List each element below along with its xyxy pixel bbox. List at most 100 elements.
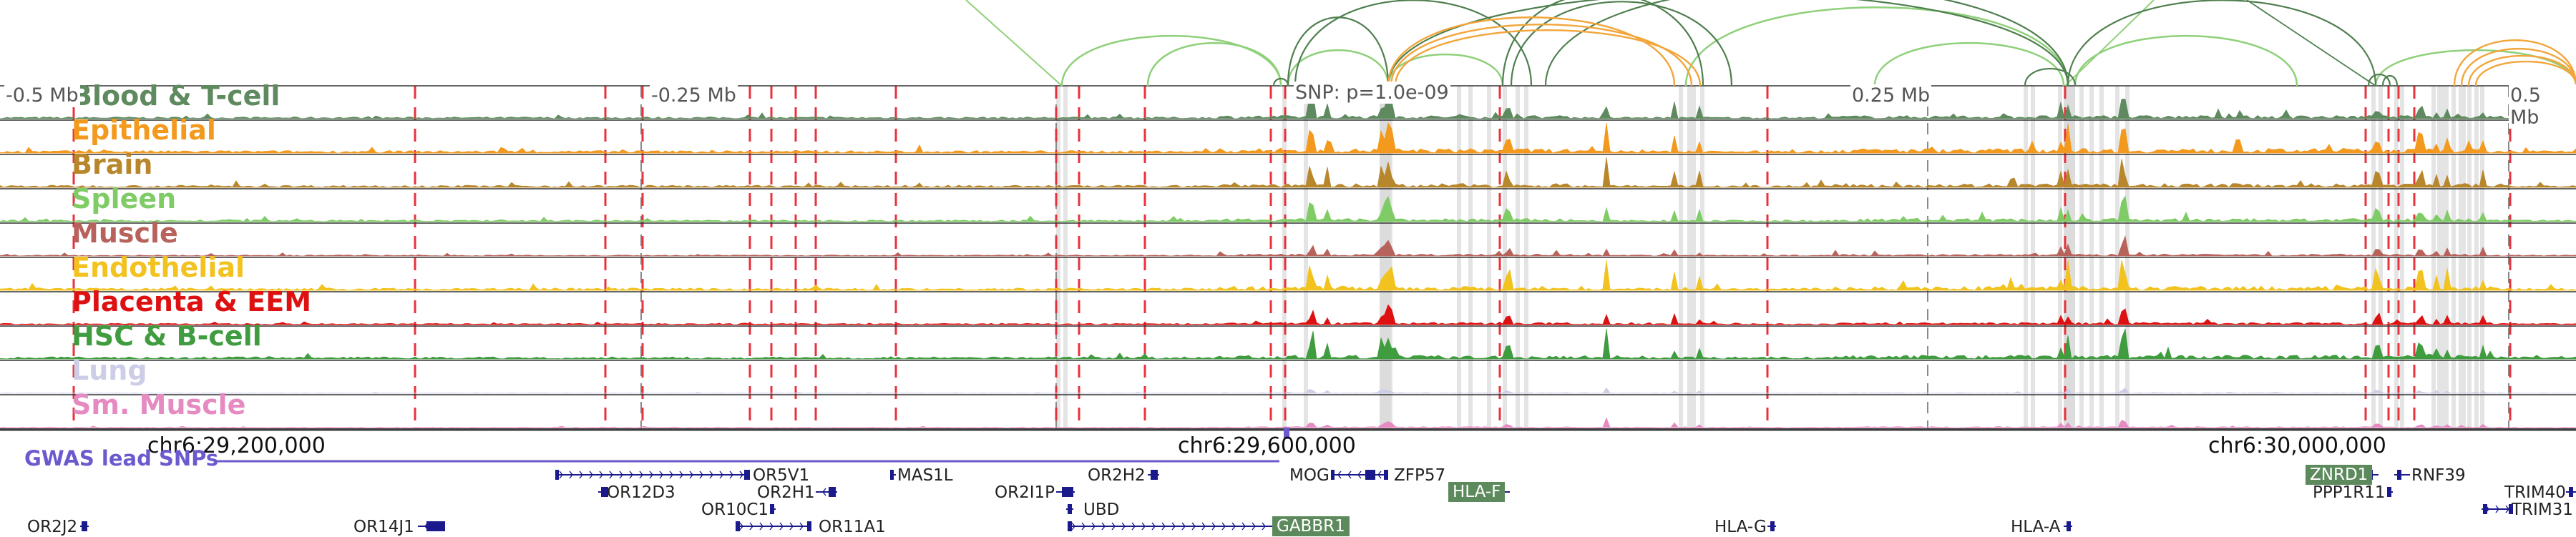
gene-label: RNF39 [2411, 466, 2466, 485]
gene-or11a1-strand-arrow [779, 522, 784, 531]
gene-or5v1-strand-arrow [559, 471, 563, 479]
gene-mas1l-exon [890, 470, 894, 480]
gene-or5v1-exon [744, 470, 750, 480]
interaction-loop [1501, 0, 1704, 87]
coordinate-label: chr6:30,000,000 [2208, 433, 2386, 458]
interaction-loop [1390, 24, 1693, 87]
signal-track [0, 387, 2576, 394]
gene-hla-a-exon [2067, 521, 2071, 531]
gene-rnf39-exon [2397, 470, 2401, 480]
gene-label: ZNRD1 [2306, 465, 2373, 485]
track-label: Epithelial [72, 114, 216, 146]
signal-track [0, 195, 2576, 222]
gene-mog-zfp57-strand-arrow [1357, 471, 1362, 479]
gene-trim31-exon [2509, 504, 2513, 514]
gene-trim40-exon [2569, 487, 2573, 497]
gene-mog-zfp57-exon [1384, 470, 1388, 480]
interaction-loop [2467, 55, 2576, 87]
gene-or5v1-exon [555, 470, 559, 480]
gene-label: TRIM40 [2504, 483, 2566, 502]
gene-ubd-exon [1068, 504, 1072, 514]
gene-or5v1-strand-arrow [659, 471, 663, 479]
interaction-loop [1873, 42, 2065, 87]
gene-or11a1-strand-arrow [799, 522, 804, 531]
coordinate-label: chr6:29,600,000 [1178, 433, 1356, 458]
gene-gabbr1-strand-arrow [1161, 522, 1166, 531]
gene-gabbr1-strand-arrow [1262, 522, 1266, 531]
gene-label: OR12D3 [607, 483, 675, 502]
gene-gabbr1-strand-arrow [1131, 522, 1136, 531]
signal-track [0, 304, 2576, 325]
interaction-loop [1146, 42, 1282, 87]
signal-track [0, 157, 2576, 188]
gene-gabbr1-strand-arrow [1252, 522, 1256, 531]
gene-mog-zfp57-strand-arrow [1337, 471, 1342, 479]
gene-gabbr1-strand-arrow [1081, 522, 1085, 531]
track-label: Brain [72, 149, 153, 180]
signal-track [0, 92, 2576, 119]
interaction-loop [1060, 35, 1282, 87]
interaction-loop [2024, 67, 2077, 87]
gene-label: MAS1L [897, 466, 953, 485]
signal-track [0, 235, 2576, 257]
interaction-loop [2074, 35, 2298, 87]
gene-or5v1-strand-arrow [649, 471, 653, 479]
gene-or5v1-strand-arrow [609, 471, 613, 479]
gene-gabbr1-strand-arrow [1171, 522, 1176, 531]
track-label: Muscle [72, 217, 178, 249]
track-label: HSC & B-cell [72, 320, 262, 352]
track-label: Blood & T-cell [72, 80, 280, 112]
gene-gabbr1-strand-arrow [1211, 522, 1216, 531]
gene-or11a1-exon [736, 521, 740, 531]
gene-or10c1-exon [770, 504, 774, 514]
gene-or2j2-exon [82, 521, 87, 531]
gene-mog-zfp57-strand-arrow [1347, 471, 1352, 479]
interaction-loop [1294, 0, 1533, 87]
interaction-loop [2381, 74, 2399, 87]
gene-gabbr1-exon [1068, 521, 1072, 531]
distance-label-right-mid: 0.25 Mb [1850, 84, 1932, 107]
signal-track [0, 328, 2576, 360]
gene-ppp1r11-exon [2387, 487, 2391, 497]
gene-label: OR2H2 [1088, 466, 1146, 485]
gene-or5v1-strand-arrow [709, 471, 713, 479]
interaction-loop [965, 0, 1063, 87]
gene-gabbr1-strand-arrow [1151, 522, 1156, 531]
track-label: Lung [72, 355, 147, 386]
gene-gabbr1-strand-arrow [1111, 522, 1116, 531]
track-label: Spleen [72, 183, 177, 215]
gwas-snp-marker [1284, 428, 1289, 439]
gene-or11a1-exon [807, 521, 811, 531]
snp-pvalue-label: SNP: p=1.0e-09 [1294, 82, 1450, 104]
interaction-loop [2374, 49, 2576, 87]
interaction-loop [2474, 60, 2576, 87]
gene-or5v1-strand-arrow [689, 471, 693, 479]
gene-hla-g-exon [1770, 521, 1775, 531]
gene-gabbr1-strand-arrow [1241, 522, 1246, 531]
interaction-loop [2064, 0, 2155, 87]
gene-or11a1-strand-arrow [759, 522, 763, 531]
interaction-loop [2453, 39, 2576, 87]
gene-label: OR10C1 [701, 501, 769, 519]
interaction-loop [1510, 1, 1733, 87]
gene-or12d3-exon [601, 487, 608, 497]
gene-gabbr1-strand-arrow [1121, 522, 1126, 531]
gene-mog-zfp57-strand-arrow [1377, 471, 1382, 479]
gene-or5v1-strand-arrow [569, 471, 573, 479]
gene-or5v1-strand-arrow [679, 471, 683, 479]
signal-track [0, 260, 2576, 291]
gene-label: HLA-G [1714, 518, 1767, 536]
gene-or11a1-strand-arrow [789, 522, 794, 531]
signal-track [0, 417, 2576, 428]
interaction-loop [1544, 0, 2069, 87]
gene-or2h1-strand-arrow [822, 488, 826, 496]
gene-label: PPP1R11 [2313, 483, 2386, 502]
gene-label: HLA-A [2011, 518, 2061, 536]
gene-or2h1-exon [829, 487, 836, 497]
gene-or11a1-strand-arrow [749, 522, 753, 531]
gene-label: OR5V1 [753, 466, 810, 485]
gene-gabbr1-strand-arrow [1181, 522, 1186, 531]
gwas-track-label: GWAS lead SNPs [24, 446, 219, 471]
track-label: Placenta & EEM [72, 286, 312, 317]
